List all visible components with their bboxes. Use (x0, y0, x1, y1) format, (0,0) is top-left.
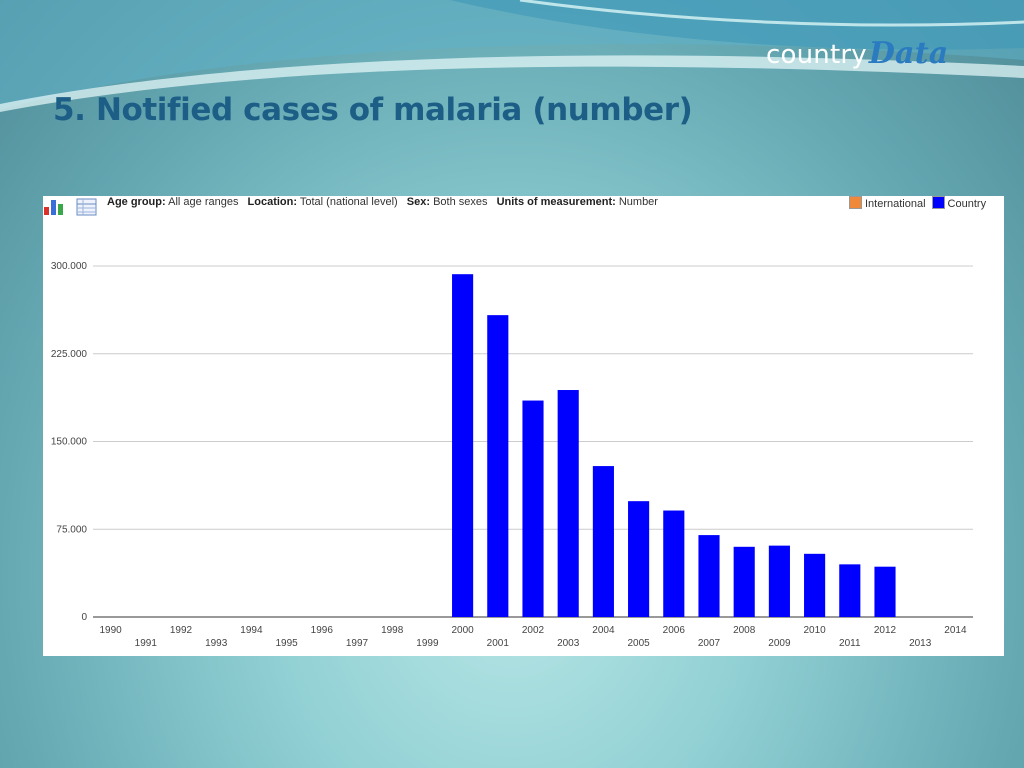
x-tick-label: 1996 (311, 625, 334, 636)
bar-chart-icon[interactable] (43, 198, 67, 216)
slide-title: 5. Notified cases of malaria (number) (53, 92, 693, 128)
bar-2005[interactable] (628, 501, 650, 617)
chart-panel: Age group: All age ranges Location: Tota… (43, 196, 1004, 656)
x-tick-label: 1991 (135, 638, 158, 649)
bar-2002[interactable] (522, 400, 544, 617)
x-tick-label: 2002 (522, 625, 545, 636)
x-tick-label: 1998 (381, 625, 404, 636)
x-tick-label: 1990 (99, 625, 122, 636)
bar-chart: 0 75.000 150.000 225.000 300.000 1990 1991 1992… (51, 261, 973, 649)
filter-summary: Age group: All age ranges Location: Tota… (107, 196, 664, 208)
x-tick-label: 2008 (733, 625, 756, 636)
y-tick-label: 0 (81, 612, 87, 623)
filter-units: Units of measurement: Number (496, 196, 658, 208)
bar-2010[interactable] (804, 553, 826, 617)
x-tick-label: 2001 (487, 638, 510, 649)
y-tick-label: 300.000 (51, 261, 88, 272)
x-tick-label: 2005 (627, 638, 650, 649)
x-tick-label: 2004 (592, 625, 615, 636)
x-tick-label: 2012 (874, 625, 897, 636)
x-tick-label: 2006 (663, 625, 686, 636)
logo-text-data: Data (868, 36, 949, 71)
x-tick-label: 1995 (275, 638, 298, 649)
x-tick-label: 1997 (346, 638, 369, 649)
legend-swatch-international (849, 196, 862, 209)
x-tick-label: 1992 (170, 625, 193, 636)
x-tick-label: 2009 (768, 638, 791, 649)
x-tick-label: 1993 (205, 638, 228, 649)
header-swoosh-decoration (0, 0, 1024, 112)
x-tick-label: 1994 (240, 625, 263, 636)
x-tick-label: 2000 (451, 625, 474, 636)
x-tick-label: 2007 (698, 638, 721, 649)
y-tick-label: 225.000 (51, 349, 88, 360)
legend-swatch-country (931, 196, 945, 209)
bar-2009[interactable] (768, 545, 790, 617)
filter-sex: Sex: Both sexes (406, 196, 488, 208)
bar-2003[interactable] (557, 390, 579, 617)
table-icon[interactable] (75, 198, 99, 216)
logo-text-country: country (766, 40, 867, 70)
chart-toolbar: Age group: All age ranges Location: Tota… (43, 196, 843, 216)
x-tick-label: 2014 (944, 625, 967, 636)
filter-location: Location: Total (national level) (247, 196, 398, 208)
bar-2001[interactable] (487, 315, 509, 617)
y-tick-label: 150.000 (51, 437, 88, 448)
y-tick-label: 75.000 (56, 524, 87, 535)
bar-2008[interactable] (733, 546, 755, 617)
chart-legend: International Country (849, 196, 992, 212)
bar-2004[interactable] (592, 466, 614, 617)
bar-2012[interactable] (874, 566, 896, 617)
x-tick-label: 2010 (803, 625, 826, 636)
x-tick-label: 2003 (557, 638, 580, 649)
bar-2007[interactable] (698, 535, 720, 617)
x-tick-label: 2013 (909, 638, 932, 649)
bar-2006[interactable] (663, 510, 685, 617)
x-tick-label: 1999 (416, 638, 439, 649)
legend-item-country[interactable]: Country (931, 196, 986, 210)
countrydata-logo: countryData (766, 36, 948, 71)
x-tick-label: 2011 (839, 638, 861, 649)
bar-2000[interactable] (452, 274, 474, 617)
bar-2011[interactable] (839, 564, 861, 617)
legend-item-international[interactable]: International (849, 196, 926, 210)
filter-age-group: Age group: All age ranges (107, 196, 239, 208)
